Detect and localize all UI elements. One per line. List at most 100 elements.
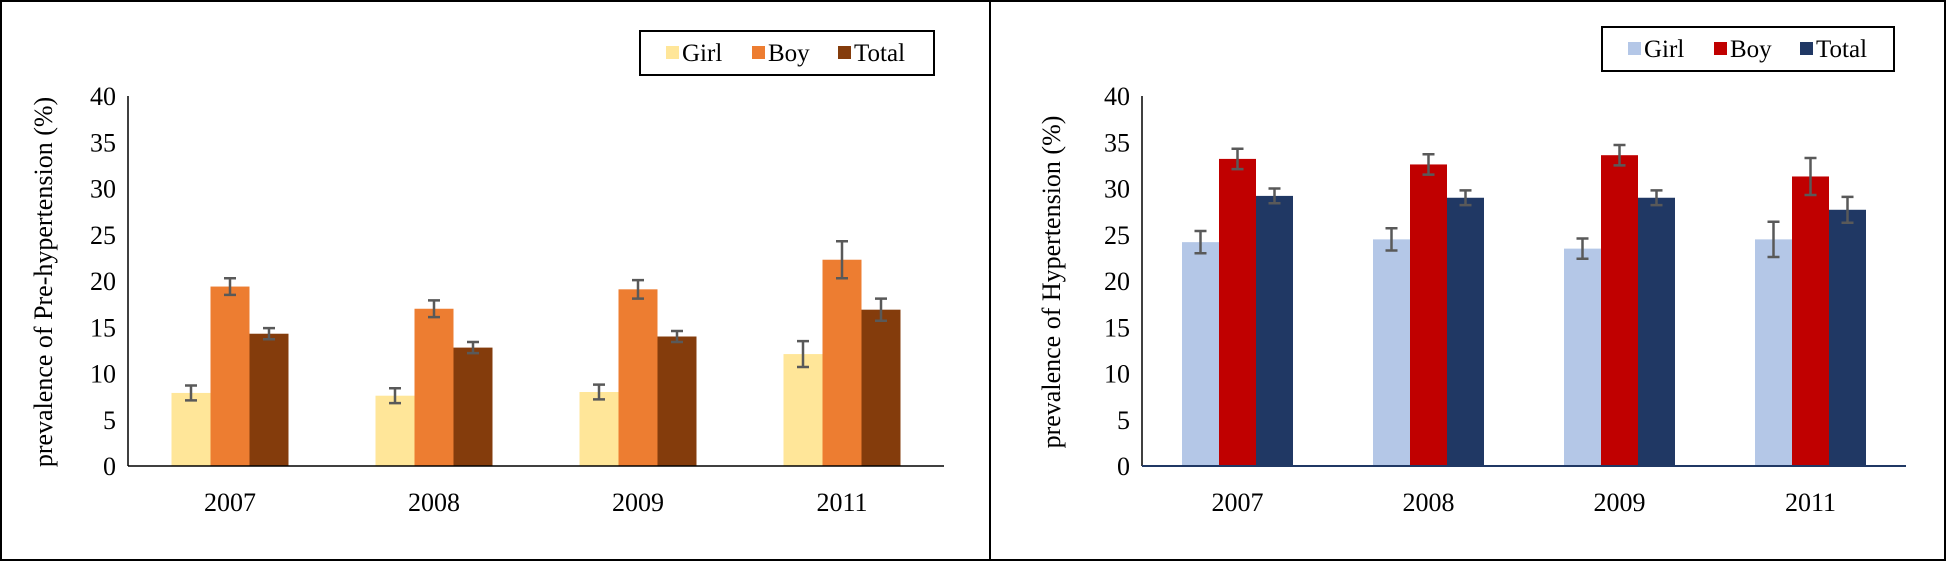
bar-boy-2011 bbox=[1792, 176, 1829, 466]
y-tick-label: 15 bbox=[1104, 313, 1130, 342]
y-tick-label: 35 bbox=[1104, 128, 1130, 157]
y-tick-label: 10 bbox=[90, 360, 116, 389]
chart-hypertension: prevalence of Hypertension (%) 0 5 10 15… bbox=[1037, 26, 1906, 517]
bar-girl-2009 bbox=[579, 392, 619, 466]
bar-total-2009 bbox=[657, 336, 697, 466]
error-bar-total-2009 bbox=[1650, 189, 1663, 207]
bar-girl-2008 bbox=[375, 395, 415, 466]
y-tick-label: 40 bbox=[1104, 82, 1130, 111]
error-bar-total-2007 bbox=[263, 326, 275, 341]
bar-girl-2011 bbox=[783, 354, 823, 466]
bar-boy-2009 bbox=[618, 289, 658, 466]
y-tick-label: 35 bbox=[90, 128, 116, 157]
error-bar-boy-2008 bbox=[428, 299, 440, 319]
bar-total-2008 bbox=[1447, 197, 1484, 466]
error-bar-boy-2009 bbox=[632, 278, 644, 300]
bar-total-2011 bbox=[1829, 209, 1866, 466]
error-bar-total-2011 bbox=[1841, 195, 1854, 224]
x-tick-label: 2009 bbox=[1594, 488, 1646, 517]
legend-label-boy: Boy bbox=[768, 40, 810, 67]
bars bbox=[1182, 143, 1866, 466]
bar-girl-2007 bbox=[171, 392, 211, 466]
x-tick-label: 2007 bbox=[204, 488, 256, 517]
y-tick-label: 10 bbox=[1104, 360, 1130, 389]
bar-girl-2011 bbox=[1755, 239, 1792, 466]
bar-boy-2007 bbox=[1219, 158, 1256, 466]
legend-label-girl: Girl bbox=[1644, 36, 1684, 63]
error-bar-boy-2009 bbox=[1613, 143, 1626, 167]
error-bar-girl-2011 bbox=[1767, 220, 1780, 259]
error-bar-girl-2011 bbox=[797, 339, 809, 369]
bar-boy-2007 bbox=[210, 286, 250, 466]
error-bar-boy-2011 bbox=[1804, 156, 1817, 197]
y-tick-label: 30 bbox=[1104, 175, 1130, 204]
y-tick-label: 40 bbox=[90, 82, 116, 111]
bar-boy-2011 bbox=[822, 259, 862, 466]
y-tick-labels: 0 5 10 15 20 25 30 35 40 bbox=[90, 82, 116, 481]
y-tick-label: 25 bbox=[90, 221, 116, 250]
error-bar-total-2008 bbox=[1459, 189, 1472, 207]
x-tick-label: 2008 bbox=[408, 488, 460, 517]
legend-label-total: Total bbox=[854, 40, 905, 67]
bar-boy-2009 bbox=[1601, 155, 1638, 466]
error-bar-boy-2011 bbox=[836, 239, 848, 280]
error-bar-girl-2008 bbox=[1385, 227, 1398, 252]
x-tick-label: 2011 bbox=[1785, 488, 1836, 517]
y-tick-label: 5 bbox=[103, 406, 116, 435]
y-tick-label: 0 bbox=[103, 452, 116, 481]
error-bar-boy-2007 bbox=[1231, 147, 1244, 171]
error-bar-total-2011 bbox=[875, 297, 887, 323]
error-bar-total-2007 bbox=[1268, 187, 1281, 205]
bar-total-2007 bbox=[249, 333, 289, 466]
legend-swatch-girl bbox=[1628, 42, 1641, 55]
y-axis-title: prevalence of Pre-hypertension (%) bbox=[29, 97, 58, 467]
x-tick-labels: 2007 2008 2009 2011 bbox=[1212, 488, 1837, 517]
legend-swatch-girl bbox=[666, 46, 679, 59]
legend-label-girl: Girl bbox=[682, 40, 722, 67]
error-bar-total-2009 bbox=[671, 329, 683, 344]
legend-swatch-total bbox=[838, 46, 851, 59]
bar-total-2011 bbox=[861, 309, 901, 466]
y-tick-label: 0 bbox=[1117, 452, 1130, 481]
error-bar-girl-2007 bbox=[1194, 229, 1207, 255]
bar-total-2008 bbox=[453, 347, 493, 466]
y-axis-title: prevalence of Hypertension (%) bbox=[1037, 116, 1066, 449]
x-tick-label: 2011 bbox=[816, 488, 867, 517]
x-tick-labels: 2007 2008 2009 2011 bbox=[204, 488, 868, 517]
y-tick-label: 20 bbox=[1104, 267, 1130, 296]
bar-girl-2009 bbox=[1564, 248, 1601, 466]
bar-girl-2008 bbox=[1373, 239, 1410, 466]
error-bar-boy-2007 bbox=[224, 276, 236, 297]
legend: Girl Boy Total bbox=[639, 30, 935, 76]
legend-swatch-boy bbox=[1714, 42, 1727, 55]
legend-label-total: Total bbox=[1816, 36, 1867, 63]
legend-swatch-boy bbox=[752, 46, 765, 59]
error-bar-girl-2009 bbox=[1576, 237, 1589, 261]
y-tick-label: 30 bbox=[90, 175, 116, 204]
x-tick-label: 2009 bbox=[612, 488, 664, 517]
legend-box bbox=[1601, 26, 1895, 72]
error-bar-girl-2007 bbox=[185, 384, 197, 402]
y-tick-label: 20 bbox=[90, 267, 116, 296]
legend-swatch-total bbox=[1800, 42, 1813, 55]
x-tick-label: 2008 bbox=[1403, 488, 1455, 517]
legend-label-boy: Boy bbox=[1730, 36, 1772, 63]
bar-total-2007 bbox=[1256, 195, 1293, 466]
chart-pre-hypertension: prevalence of Pre-hypertension (%) 0 5 1… bbox=[29, 30, 944, 517]
x-tick-label: 2007 bbox=[1212, 488, 1264, 517]
bar-boy-2008 bbox=[1410, 164, 1447, 466]
bars bbox=[171, 239, 901, 466]
error-bar-girl-2008 bbox=[389, 387, 401, 405]
bar-boy-2008 bbox=[414, 308, 454, 466]
y-tick-labels: 0 5 10 15 20 25 30 35 40 bbox=[1104, 82, 1130, 481]
error-bar-boy-2008 bbox=[1422, 153, 1435, 176]
y-tick-label: 25 bbox=[1104, 221, 1130, 250]
y-tick-label: 5 bbox=[1117, 406, 1130, 435]
error-bar-girl-2009 bbox=[593, 383, 605, 401]
bar-girl-2007 bbox=[1182, 242, 1219, 466]
legend-box bbox=[639, 30, 935, 76]
bar-total-2009 bbox=[1638, 197, 1675, 466]
y-tick-label: 15 bbox=[90, 313, 116, 342]
